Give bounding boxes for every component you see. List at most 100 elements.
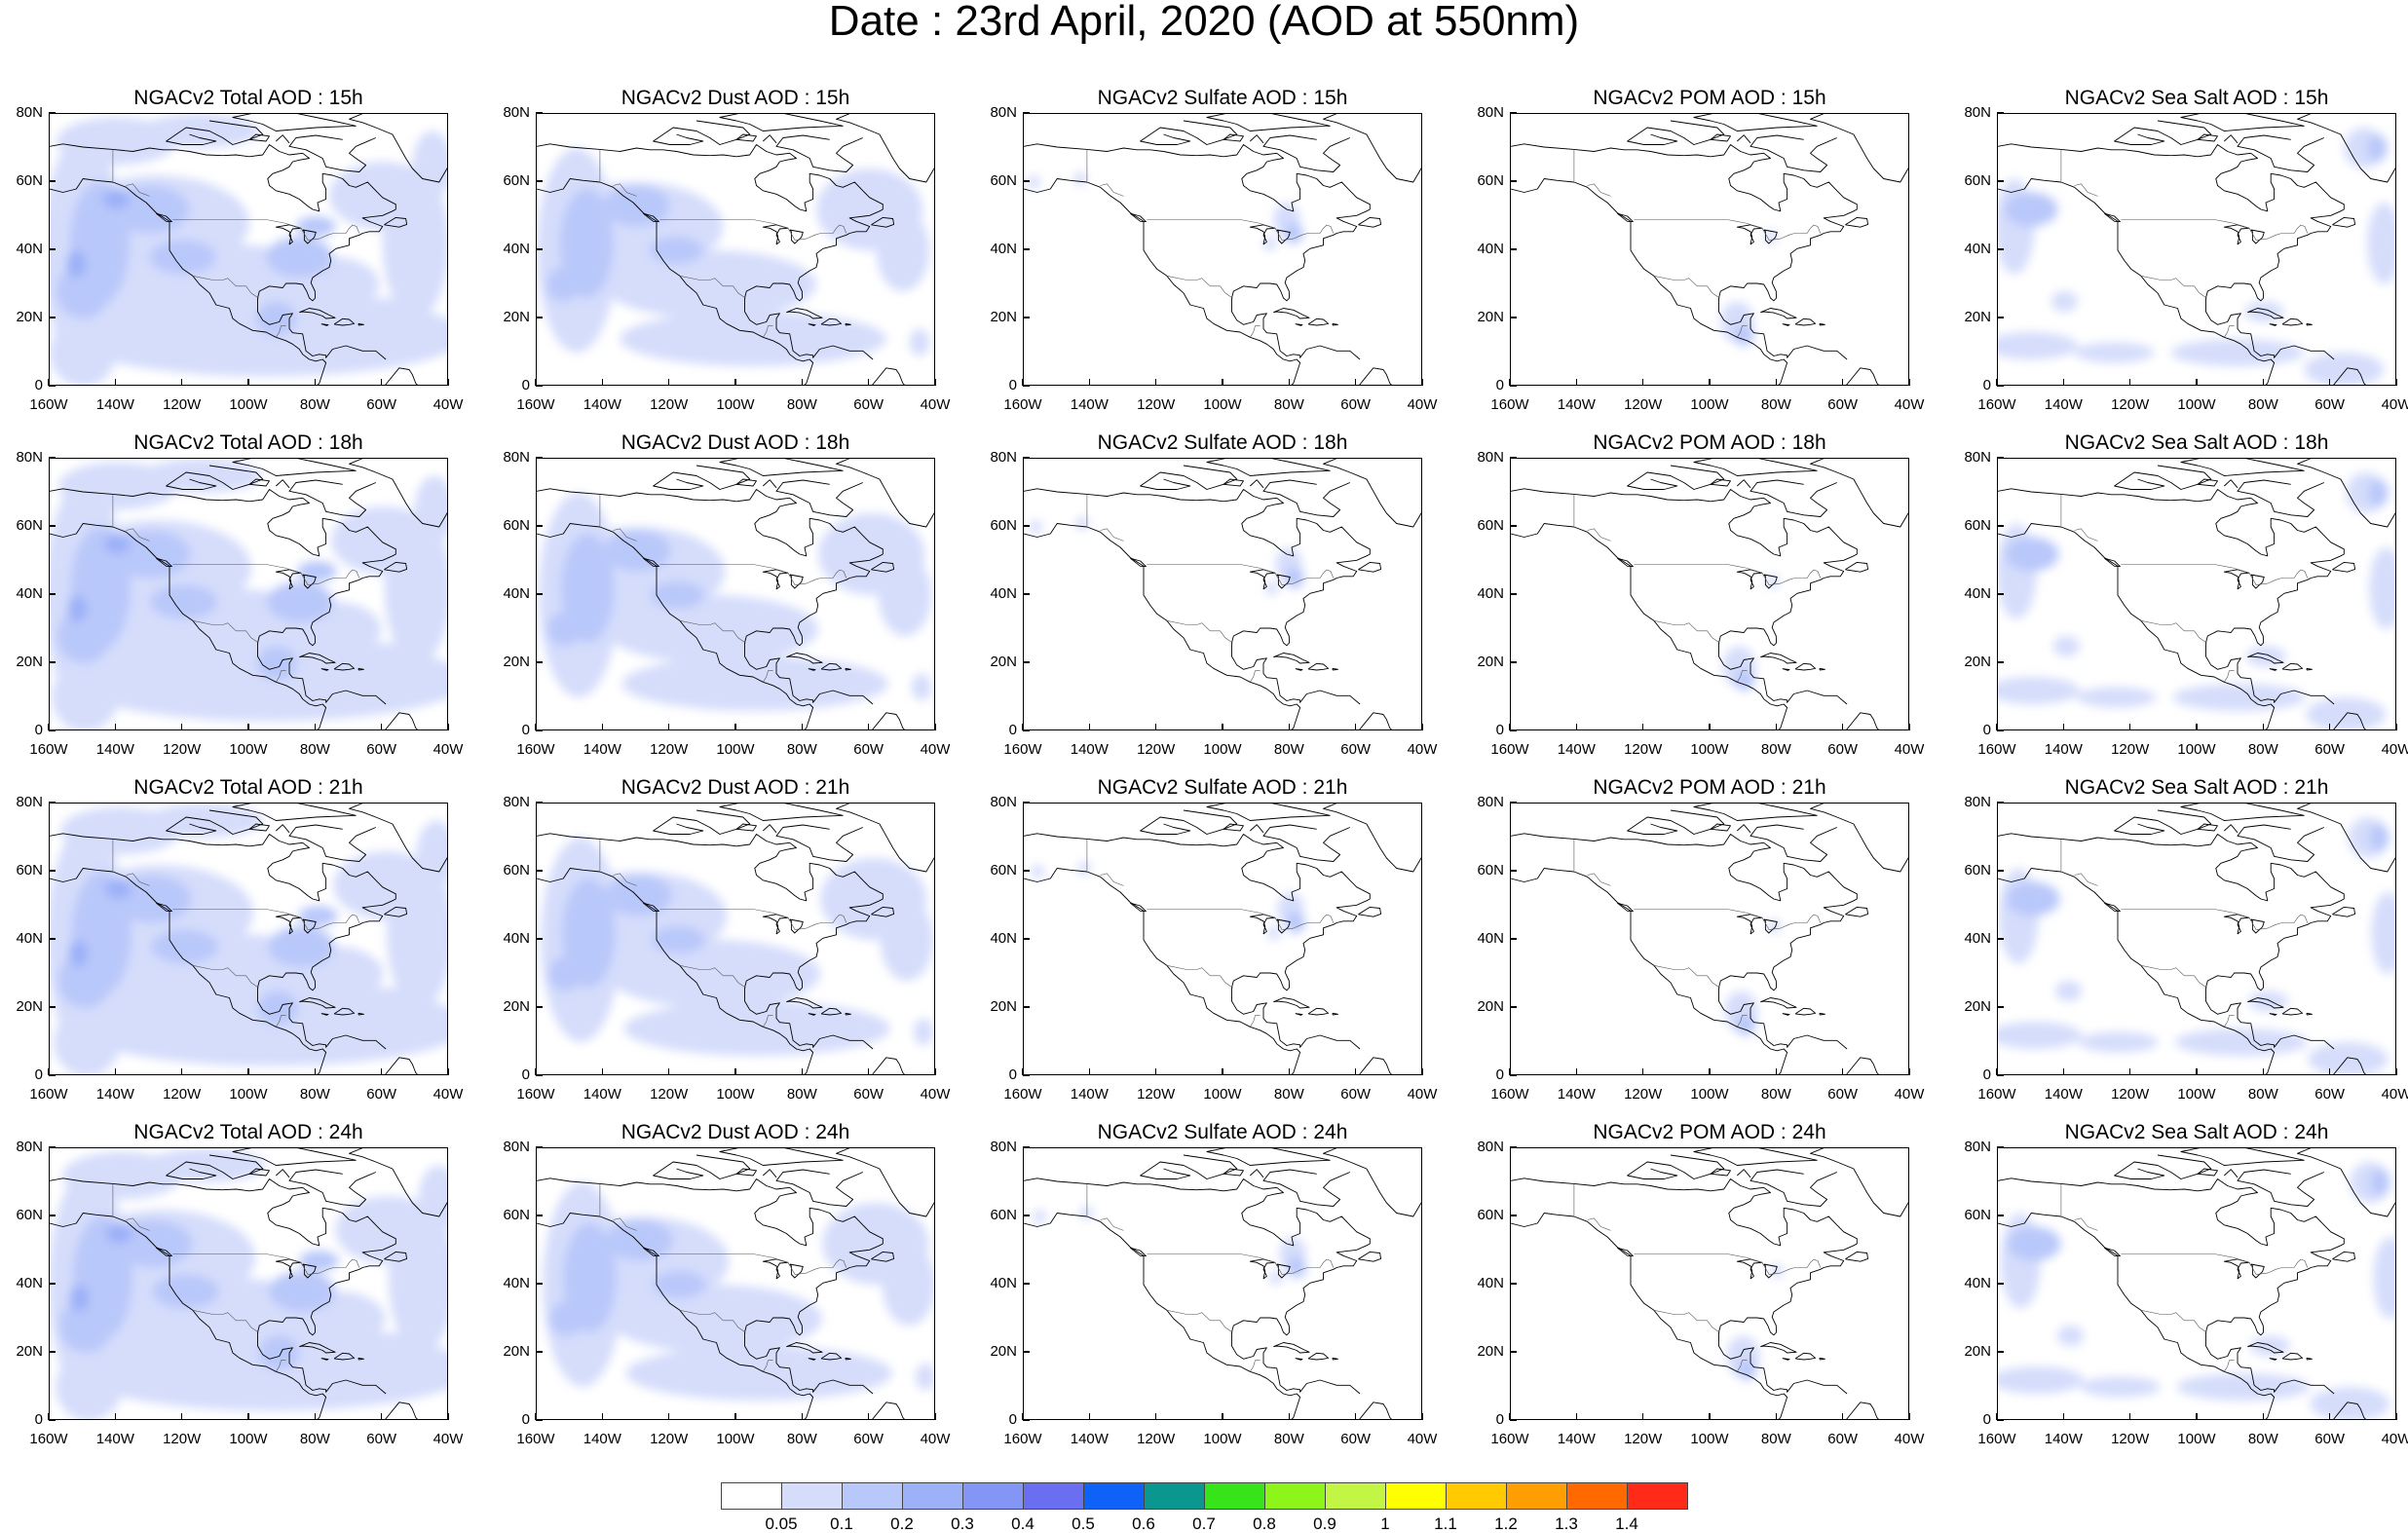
- coastline: [1262, 1169, 1350, 1207]
- island-outline: [320, 1013, 329, 1016]
- lat-tick: [1510, 729, 1517, 731]
- island-outline: [2269, 323, 2277, 326]
- coastline: [775, 824, 863, 862]
- island-outline: [2197, 1168, 2218, 1177]
- island-outline: [1736, 1258, 1763, 1280]
- lat-tick: [1997, 729, 2004, 731]
- aod-patch: [150, 584, 217, 619]
- lat-tick-label: 0: [521, 377, 530, 393]
- coastline: [537, 1178, 884, 1395]
- aod-map: [1024, 804, 1421, 1074]
- lon-tick-label: 100W: [716, 741, 755, 758]
- island-outline: [1782, 1358, 1790, 1361]
- map-plot-area: [536, 803, 935, 1075]
- coastline: [166, 120, 264, 145]
- island-outline: [1782, 1013, 1790, 1016]
- lat-tick-label: 20N: [1477, 1343, 1504, 1360]
- lat-tick: [1510, 1215, 1517, 1216]
- island-outline: [1307, 318, 1330, 326]
- lat-tick-label: 20N: [1477, 654, 1504, 670]
- lon-tick: [1421, 379, 1423, 386]
- lon-tick-label: 40W: [1407, 741, 1438, 758]
- lon-tick: [801, 1413, 804, 1420]
- island-outline: [1276, 229, 1291, 244]
- lat-tick-label: 40N: [990, 930, 1017, 947]
- coastline: [872, 712, 905, 729]
- map-panel-sulfate-row1: NGACv2 Sulfate AOD : 15h 80N 60N 40N 20N 0 160…: [974, 88, 1461, 432]
- lon-tick-label: 120W: [1137, 1431, 1176, 1447]
- lon-tick-label: 100W: [1690, 1431, 1729, 1447]
- lon-tick-label: 40W: [1894, 1086, 1925, 1103]
- aod-patch: [1998, 332, 2078, 359]
- aod-patch: [66, 250, 87, 278]
- island-outline: [2197, 823, 2218, 832]
- lon-tick: [1022, 1413, 1024, 1420]
- coastline: [762, 134, 777, 144]
- lat-tick-label: 40N: [990, 585, 1017, 602]
- border-line: [192, 620, 259, 644]
- lon-tick-label: 140W: [2044, 1086, 2083, 1103]
- aod-map: [1511, 804, 1908, 1074]
- coastlines: [50, 804, 447, 1074]
- lon-tick: [114, 724, 117, 730]
- lon-tick-label: 80W: [1760, 1086, 1791, 1103]
- map-panel-seasalt-row3: NGACv2 Sea Salt AOD : 21h 80N 60N 40N 20N 0 16…: [1948, 777, 2408, 1122]
- aod-patch: [1735, 1015, 1756, 1035]
- aod-patch: [102, 189, 130, 209]
- island-outline: [1273, 1342, 1310, 1354]
- aod-patch: [145, 1148, 266, 1182]
- aod-patch: [298, 1251, 339, 1271]
- border-line: [613, 528, 637, 542]
- aod-map: [50, 1148, 447, 1419]
- border-line: [2140, 276, 2207, 299]
- coastlines: [1024, 1148, 1421, 1419]
- country-borders: [1086, 494, 1335, 683]
- lon-tick-label: 120W: [650, 1431, 689, 1447]
- aod-patch: [1733, 325, 1754, 346]
- aod-map: [1998, 1148, 2395, 1419]
- aod-patch: [56, 264, 110, 318]
- lat-tick: [1997, 317, 2004, 318]
- coastline: [1024, 178, 1301, 385]
- lat-tick: [1023, 525, 1030, 527]
- aod-patch: [267, 581, 334, 622]
- island-outline: [1617, 902, 1634, 913]
- lon-tick: [1222, 1413, 1223, 1420]
- island-outline: [2306, 1012, 2313, 1016]
- lon-tick: [2328, 724, 2331, 730]
- lat-tick-label: 40N: [1477, 585, 1504, 602]
- lat-tick: [1510, 802, 1517, 804]
- island-outline: [762, 914, 789, 935]
- lat-tick-label: 80N: [503, 104, 530, 121]
- map-panel-seasalt-row2: NGACv2 Sea Salt AOD : 18h 80N 60N 40N 20N 0 16…: [1948, 432, 2408, 777]
- aod-field: [1720, 230, 1778, 346]
- lon-tick-label: 160W: [1490, 1086, 1529, 1103]
- aod-patch: [255, 301, 296, 336]
- coastlines: [50, 1148, 447, 1419]
- island-outline: [2281, 662, 2304, 671]
- coastline: [1736, 479, 1751, 489]
- lon-tick: [1841, 1068, 1844, 1075]
- aod-field: [50, 804, 447, 1074]
- lat-tick: [49, 729, 56, 731]
- legend-color-box: [1083, 1482, 1145, 1510]
- coastline: [385, 712, 418, 729]
- island-outline: [2247, 653, 2284, 664]
- coastline: [1693, 459, 1818, 476]
- lat-tick: [1510, 317, 1517, 318]
- lon-tick: [1022, 1068, 1024, 1075]
- island-outline: [789, 229, 804, 244]
- aod-patch: [2247, 991, 2288, 1012]
- lat-tick: [49, 112, 56, 114]
- lon-tick-label: 100W: [229, 1431, 268, 1447]
- border-line: [1587, 1217, 1611, 1231]
- lon-tick: [314, 1413, 317, 1420]
- coastline: [1810, 114, 1908, 183]
- lon-tick: [2328, 1413, 2331, 1420]
- coastline: [1323, 459, 1421, 528]
- coastline: [1511, 1178, 1858, 1395]
- coastline: [1262, 824, 1350, 862]
- legend-color-box: [1385, 1482, 1447, 1510]
- lon-tick-label: 80W: [299, 1431, 330, 1447]
- island-outline: [357, 322, 364, 326]
